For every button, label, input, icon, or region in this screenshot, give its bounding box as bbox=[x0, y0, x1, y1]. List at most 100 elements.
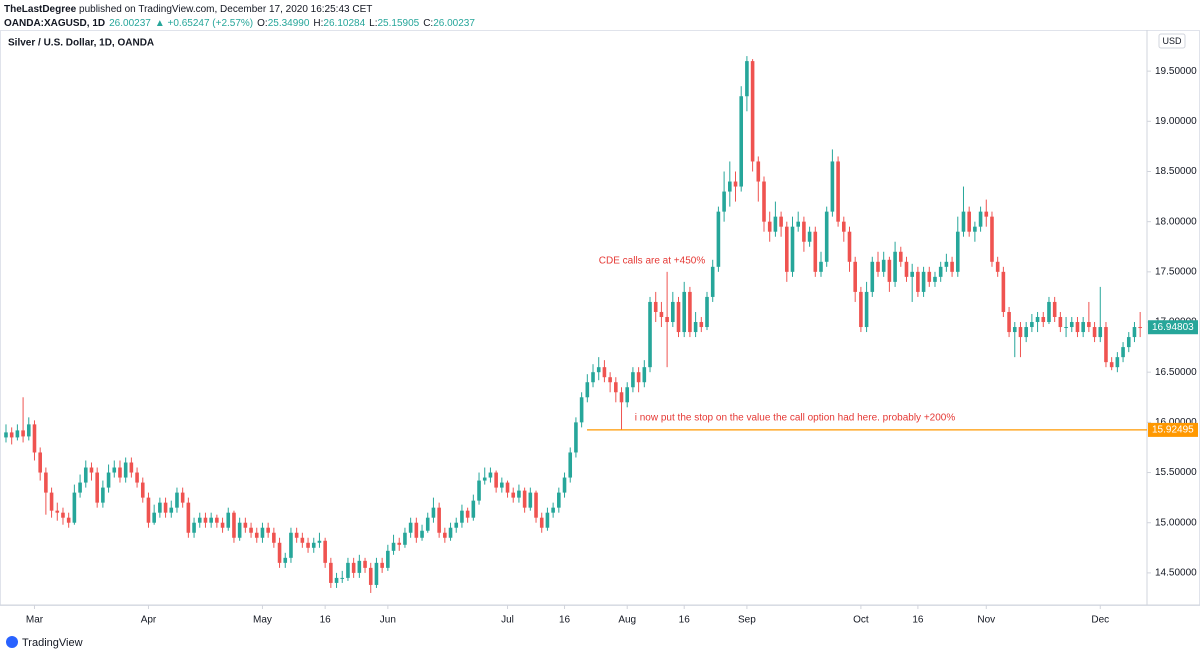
candle-body bbox=[1030, 322, 1034, 328]
h: 26.10284 bbox=[323, 18, 365, 29]
candle-body bbox=[306, 542, 310, 548]
candle-body bbox=[522, 490, 527, 508]
candle-body bbox=[329, 562, 333, 583]
candle-body bbox=[984, 211, 989, 217]
candle-body bbox=[129, 462, 134, 473]
candle-body bbox=[351, 562, 356, 573]
x-tick-label: Dec bbox=[1091, 615, 1109, 626]
y-tick-label: 17.50000 bbox=[1155, 266, 1197, 277]
candle-body bbox=[551, 507, 555, 513]
candle-body bbox=[386, 550, 390, 568]
candle-body bbox=[790, 226, 795, 272]
candle-body bbox=[118, 467, 122, 478]
candle-body bbox=[1132, 327, 1137, 338]
candle-body bbox=[739, 96, 744, 187]
candle-body bbox=[944, 261, 949, 267]
y-tick-label: 14.50000 bbox=[1155, 568, 1197, 579]
x-tick-label: Jul bbox=[501, 615, 514, 626]
candle-body bbox=[374, 562, 379, 585]
candle-body bbox=[1104, 327, 1108, 363]
candle-body bbox=[477, 480, 481, 501]
candle-body bbox=[750, 61, 755, 162]
candle-body bbox=[591, 372, 595, 383]
candle-body bbox=[106, 472, 111, 488]
candle-body bbox=[745, 61, 749, 97]
candle-body bbox=[967, 211, 971, 232]
y-tick-label: 16.50000 bbox=[1155, 367, 1197, 378]
candle-body bbox=[517, 490, 521, 498]
c-label: C: bbox=[423, 18, 433, 29]
candle-body bbox=[728, 181, 732, 192]
candle-body bbox=[762, 181, 766, 222]
candle-body bbox=[671, 301, 675, 323]
candle-body bbox=[819, 261, 823, 272]
y-tick-label: 18.00000 bbox=[1155, 216, 1197, 227]
candle-body bbox=[15, 430, 20, 438]
x-tick-label: Oct bbox=[853, 615, 869, 626]
candle-body bbox=[978, 211, 983, 227]
candle-body bbox=[1081, 322, 1085, 333]
candle-body bbox=[289, 532, 293, 558]
candle-body bbox=[89, 467, 94, 473]
candle-body bbox=[61, 512, 65, 518]
candle-body bbox=[596, 367, 601, 373]
candle-body bbox=[648, 301, 652, 368]
candle-body bbox=[72, 492, 77, 523]
candle-body bbox=[112, 467, 117, 473]
candle-body bbox=[380, 562, 384, 568]
l: 25.15905 bbox=[377, 18, 419, 29]
candle-body bbox=[1064, 327, 1068, 329]
candle-body bbox=[545, 512, 550, 528]
candle-body bbox=[209, 517, 213, 523]
candle-body bbox=[705, 296, 709, 328]
candle-body bbox=[990, 216, 994, 262]
candle-body bbox=[830, 161, 835, 212]
candle-body bbox=[471, 500, 476, 518]
y-tick-label: 19.00000 bbox=[1155, 116, 1197, 127]
candle-body bbox=[921, 271, 926, 292]
candle-body bbox=[226, 512, 231, 528]
candle-body bbox=[682, 291, 687, 333]
candle-body bbox=[66, 517, 71, 523]
candle-body bbox=[169, 507, 174, 513]
candle-body bbox=[283, 557, 288, 563]
candle-body bbox=[192, 522, 196, 533]
candle-body bbox=[1138, 327, 1142, 329]
candle-body bbox=[163, 502, 168, 513]
candle-body bbox=[562, 477, 567, 493]
candle-body bbox=[340, 577, 345, 579]
candle-body bbox=[1121, 347, 1125, 358]
candle-body bbox=[294, 532, 299, 538]
candle-body bbox=[1126, 337, 1131, 348]
currency-box bbox=[1158, 33, 1186, 49]
candle-body bbox=[277, 542, 282, 563]
footer-brand: TradingView bbox=[22, 637, 83, 649]
candle-body bbox=[323, 540, 327, 563]
candle-body bbox=[636, 372, 641, 383]
candle-body bbox=[802, 221, 806, 242]
candle-body bbox=[756, 161, 761, 182]
x-tick-label: Apr bbox=[141, 615, 157, 626]
header: TheLastDegree published on TradingView.c… bbox=[4, 4, 372, 15]
candle-body bbox=[215, 517, 219, 523]
candle-body bbox=[346, 562, 350, 578]
candle-body bbox=[83, 467, 88, 483]
candle-body bbox=[716, 211, 721, 267]
candle-body bbox=[961, 211, 966, 232]
candle-body bbox=[1007, 311, 1011, 333]
candle-body bbox=[397, 542, 402, 545]
candle-body bbox=[135, 472, 139, 483]
x-tick-label: Mar bbox=[26, 615, 44, 626]
candle-body bbox=[334, 577, 339, 583]
h-label: H: bbox=[313, 18, 323, 29]
annotation: CDE calls are at +450% bbox=[599, 256, 706, 267]
logo bbox=[6, 636, 18, 648]
candle-body bbox=[625, 387, 630, 403]
candle-body bbox=[249, 527, 253, 533]
candle-body bbox=[767, 221, 772, 232]
x-tick-label: 16 bbox=[912, 615, 924, 626]
candle-body bbox=[688, 291, 692, 333]
author: TheLastDegree bbox=[4, 4, 77, 15]
candle-body bbox=[938, 266, 943, 277]
candle-body bbox=[693, 322, 698, 333]
